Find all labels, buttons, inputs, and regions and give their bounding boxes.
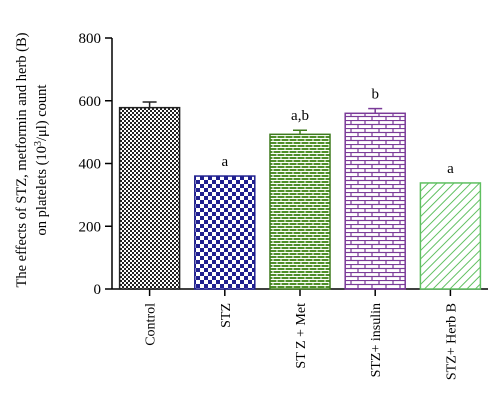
y-axis-label-line2: on platelets (103/μl) count — [33, 85, 50, 236]
bar-2 — [194, 175, 256, 290]
y-tick-label: 600 — [79, 94, 102, 110]
category-label: STZ — [219, 303, 234, 328]
bar-5 — [419, 182, 482, 290]
category-label: ST Z + Met — [294, 303, 309, 369]
bar-3 — [269, 133, 331, 290]
significance-label: a — [221, 154, 228, 170]
y-axis-label-line1: The effects of STZ, metformin and herb (… — [14, 32, 30, 287]
category-label: STZ+ Herb B — [444, 303, 459, 380]
significance-label: a — [447, 161, 454, 177]
bar-1 — [118, 106, 181, 290]
category-label: Control — [144, 303, 159, 346]
y-tick-label: 0 — [94, 282, 102, 298]
category-label: STZ+ insulin — [369, 303, 384, 377]
labels: Control a STZ a,b ST Z + Met b STZ+ insulin a ST… — [144, 87, 460, 381]
bars — [118, 101, 482, 290]
y-tick-label: 800 — [79, 31, 102, 47]
bar-4 — [344, 112, 406, 290]
significance-label: b — [371, 87, 379, 103]
y-axis-label: The effects of STZ, metformin and herb (… — [14, 32, 50, 287]
y-tick-label: 400 — [79, 157, 102, 173]
significance-label: a,b — [291, 108, 309, 124]
y-tick-label: 200 — [79, 219, 102, 235]
